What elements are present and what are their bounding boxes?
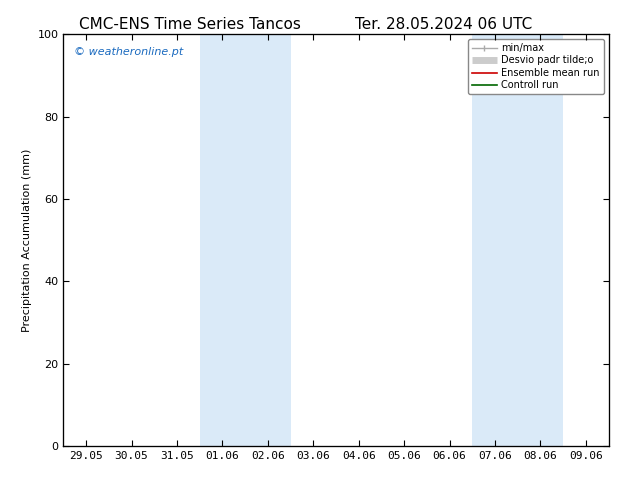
Text: Ter. 28.05.2024 06 UTC: Ter. 28.05.2024 06 UTC (355, 17, 533, 32)
Text: © weatheronline.pt: © weatheronline.pt (74, 47, 184, 57)
Y-axis label: Precipitation Accumulation (mm): Precipitation Accumulation (mm) (22, 148, 32, 332)
Bar (472, 34, 563, 446)
Text: CMC-ENS Time Series Tancos: CMC-ENS Time Series Tancos (79, 17, 301, 32)
Bar (200, 34, 290, 446)
Legend: min/max, Desvio padr tilde;o, Ensemble mean run, Controll run: min/max, Desvio padr tilde;o, Ensemble m… (469, 39, 604, 94)
